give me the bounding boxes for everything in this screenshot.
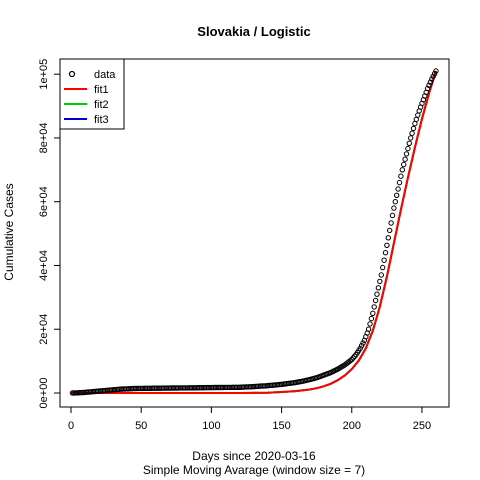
data-point <box>409 130 415 136</box>
x-tick-label-4: 200 <box>343 420 361 432</box>
data-point <box>387 227 393 234</box>
y-tick-label-1: 2e+04 <box>38 314 50 345</box>
x-tick-label-5: 250 <box>413 420 431 432</box>
data-point <box>395 186 401 192</box>
plot-frame <box>59 58 450 408</box>
data-point <box>405 145 411 152</box>
chart-title: Slovakia / Logistic <box>197 24 310 39</box>
data-point <box>424 85 431 92</box>
data-point <box>372 297 379 304</box>
data-point <box>406 140 412 147</box>
data-point <box>394 192 400 199</box>
x-tick-label-3: 150 <box>272 420 290 432</box>
legend-entries: data fit1 fit2 fit3 <box>64 69 116 126</box>
data-point <box>374 291 380 297</box>
data-point <box>358 343 365 349</box>
data-point <box>399 167 405 173</box>
x-tick-label-1: 50 <box>135 420 147 432</box>
data-point <box>429 76 435 82</box>
fit-lines <box>71 70 437 394</box>
x-axis-label: Days since 2020-03-16 <box>192 449 316 463</box>
legend-marker-data <box>68 70 76 78</box>
legend-label-fit3: fit3 <box>94 114 109 126</box>
legend-label-data: data <box>94 69 116 81</box>
data-point <box>381 257 387 263</box>
data-point <box>385 235 391 241</box>
y-tick-label-3: 6e+04 <box>38 186 50 217</box>
x-axis: 0 50 100 150 200 250 <box>68 407 431 432</box>
data-point <box>367 321 373 327</box>
series-line-fit1 <box>71 70 437 394</box>
data-point <box>426 82 432 89</box>
y-tick-label-5: 1e+05 <box>38 59 50 90</box>
data-point <box>391 205 397 211</box>
data-point <box>389 212 396 219</box>
data-point <box>375 285 382 291</box>
data-point <box>365 326 372 332</box>
data-point <box>427 79 434 85</box>
data-point <box>410 125 417 132</box>
y-tick-label-2: 4e+04 <box>38 250 50 281</box>
data-point <box>401 161 407 168</box>
data-point <box>388 220 394 226</box>
data-point <box>408 135 414 141</box>
chart-subtitle: Simple Moving Avarage (window size = 7) <box>143 463 365 477</box>
legend-label-fit1: fit1 <box>94 84 109 96</box>
data-point <box>368 315 375 322</box>
legend-label-fit2: fit2 <box>94 99 109 111</box>
x-tick-label-0: 0 <box>68 420 74 432</box>
y-tick-label-0: 0e+00 <box>38 378 50 409</box>
data-point <box>430 73 436 80</box>
data-point <box>371 304 377 310</box>
data-point <box>433 68 439 74</box>
data-point <box>402 156 408 162</box>
x-tick-label-2: 100 <box>202 420 220 432</box>
data-point <box>384 242 390 249</box>
data-point <box>347 357 354 364</box>
data-point <box>357 345 363 352</box>
data-point <box>370 310 376 316</box>
data-point <box>403 151 410 157</box>
y-axis-label: Cumulative Cases <box>2 183 16 280</box>
data-point <box>392 199 398 205</box>
y-axis: 0e+00 2e+04 4e+04 6e+04 8e+04 1e+05 <box>38 59 60 409</box>
legend: data fit1 fit2 fit3 <box>59 58 125 130</box>
data-point <box>398 173 404 179</box>
data-point <box>431 71 438 77</box>
y-tick-label-4: 8e+04 <box>38 122 50 153</box>
data-point <box>396 179 403 186</box>
data-points <box>69 68 439 396</box>
data-point <box>360 340 366 346</box>
legend-box <box>59 58 125 130</box>
data-point <box>377 278 383 285</box>
data-point <box>380 264 386 271</box>
data-point <box>382 250 389 256</box>
data-point <box>378 272 384 278</box>
